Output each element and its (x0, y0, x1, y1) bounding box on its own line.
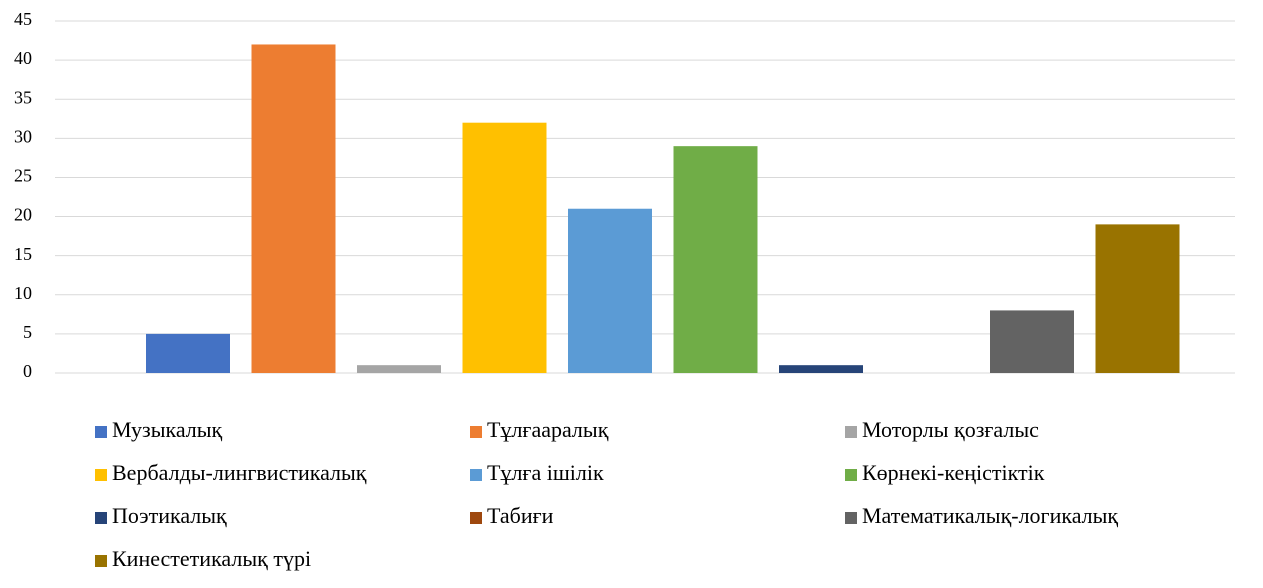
y-tick-label: 20 (14, 205, 32, 225)
bar (146, 333, 230, 373)
legend-swatch (845, 426, 857, 438)
legend-label: Тұлғааралық (487, 417, 609, 442)
legend-swatch (95, 426, 107, 438)
bar (462, 122, 547, 373)
legend-label: Математикалық-логикалық (862, 503, 1118, 528)
bar (673, 146, 758, 373)
bar (357, 365, 441, 373)
bar (779, 365, 863, 373)
y-tick-label: 35 (14, 87, 32, 107)
legend-swatch (95, 555, 107, 567)
legend-swatch (470, 469, 482, 481)
legend-swatch (95, 469, 107, 481)
bar (251, 44, 336, 373)
legend-label: Моторлы қозғалыс (862, 417, 1039, 442)
legend-label: Музыкалық (112, 417, 223, 442)
legend-label: Көрнекі-кеңістіктік (862, 460, 1045, 485)
y-tick-label: 5 (23, 322, 32, 342)
legend-label: Тұлға ішілік (487, 460, 604, 485)
bar (568, 208, 652, 373)
legend-label: Кинестетикалық түрі (112, 546, 311, 571)
legend-swatch (95, 512, 107, 524)
legend-label: Поэтикалық (112, 503, 227, 528)
legend-label: Табиғи (487, 503, 554, 528)
y-tick-label: 0 (23, 361, 32, 381)
bar (1095, 224, 1180, 373)
bar (990, 310, 1074, 373)
legend-label: Вербалды-лингвистикалық (112, 460, 367, 485)
y-tick-label: 45 (14, 9, 32, 29)
y-tick-label: 10 (14, 283, 32, 303)
y-tick-label: 15 (14, 244, 32, 264)
legend-swatch (845, 512, 857, 524)
y-tick-label: 40 (14, 48, 32, 68)
legend-swatch (470, 512, 482, 524)
legend-swatch (470, 426, 482, 438)
y-tick-label: 25 (14, 166, 32, 186)
legend-swatch (845, 469, 857, 481)
y-tick-label: 30 (14, 126, 32, 146)
